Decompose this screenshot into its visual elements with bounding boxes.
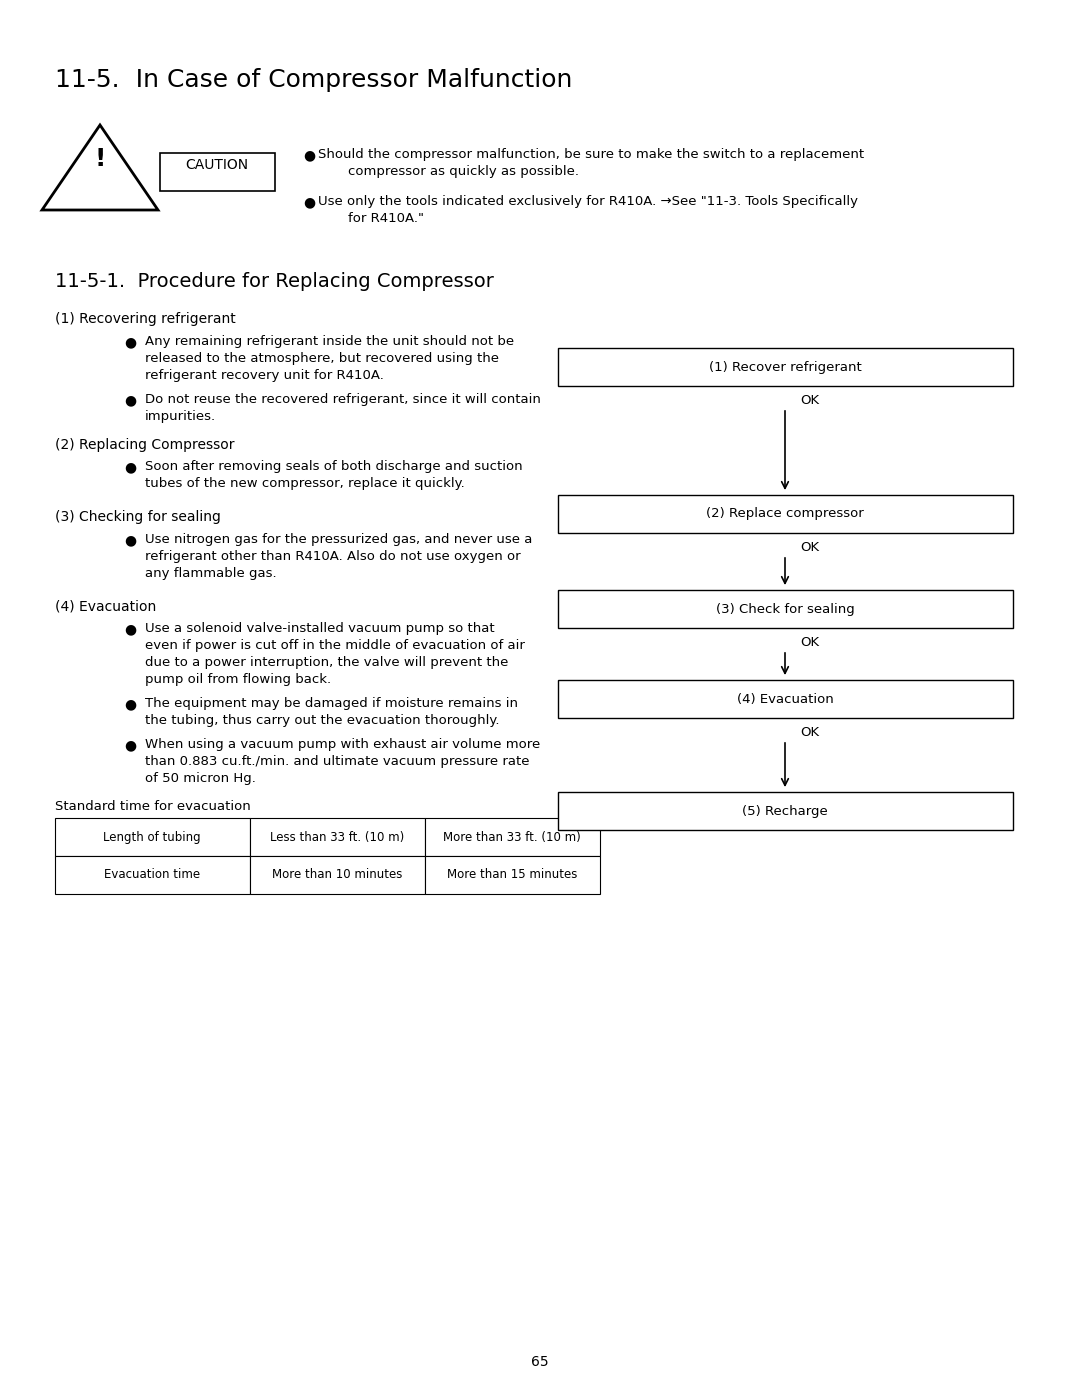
Text: Should the compressor malfunction, be sure to make the switch to a replacement: Should the compressor malfunction, be su… — [318, 148, 864, 161]
Text: of 50 micron Hg.: of 50 micron Hg. — [145, 773, 256, 785]
Text: ●: ● — [124, 697, 136, 711]
Text: than 0.883 cu.ft./min. and ultimate vacuum pressure rate: than 0.883 cu.ft./min. and ultimate vacu… — [145, 754, 529, 768]
Text: Do not reuse the recovered refrigerant, since it will contain: Do not reuse the recovered refrigerant, … — [145, 393, 541, 407]
Text: More than 33 ft. (10 m): More than 33 ft. (10 m) — [443, 830, 581, 844]
Text: (1) Recovering refrigerant: (1) Recovering refrigerant — [55, 312, 235, 326]
Text: (4) Evacuation: (4) Evacuation — [737, 693, 834, 705]
Text: due to a power interruption, the valve will prevent the: due to a power interruption, the valve w… — [145, 657, 509, 669]
Text: (5) Recharge: (5) Recharge — [742, 805, 828, 817]
Text: released to the atmosphere, but recovered using the: released to the atmosphere, but recovere… — [145, 352, 499, 365]
Text: The equipment may be damaged if moisture remains in: The equipment may be damaged if moisture… — [145, 697, 518, 710]
Bar — [558, 590, 1013, 629]
Text: ●: ● — [124, 534, 136, 548]
Text: OK: OK — [800, 394, 819, 407]
Bar — [558, 680, 1013, 718]
Text: Use only the tools indicated exclusively for R410A. →See "11-3. Tools Specifical: Use only the tools indicated exclusively… — [318, 196, 858, 208]
Text: refrigerant recovery unit for R410A.: refrigerant recovery unit for R410A. — [145, 369, 383, 381]
Bar — [558, 792, 1013, 830]
Text: Length of tubing: Length of tubing — [104, 830, 201, 844]
Text: OK: OK — [800, 636, 819, 650]
Bar — [55, 819, 249, 856]
Text: impurities.: impurities. — [145, 409, 216, 423]
Text: for R410A.": for R410A." — [348, 212, 424, 225]
Text: even if power is cut off in the middle of evacuation of air: even if power is cut off in the middle o… — [145, 638, 525, 652]
Text: When using a vacuum pump with exhaust air volume more: When using a vacuum pump with exhaust ai… — [145, 738, 540, 752]
Text: 11-5-1.  Procedure for Replacing Compressor: 11-5-1. Procedure for Replacing Compress… — [55, 272, 494, 291]
Bar — [558, 348, 1013, 386]
Text: any flammable gas.: any flammable gas. — [145, 567, 276, 580]
Text: (3) Check for sealing: (3) Check for sealing — [716, 602, 854, 616]
Bar — [426, 819, 600, 856]
Text: ●: ● — [124, 335, 136, 349]
Text: pump oil from flowing back.: pump oil from flowing back. — [145, 673, 332, 686]
Text: compressor as quickly as possible.: compressor as quickly as possible. — [348, 165, 579, 177]
Text: 11-5.  In Case of Compressor Malfunction: 11-5. In Case of Compressor Malfunction — [55, 68, 572, 92]
Text: More than 15 minutes: More than 15 minutes — [447, 869, 577, 882]
Text: More than 10 minutes: More than 10 minutes — [272, 869, 402, 882]
Bar — [558, 495, 1013, 534]
Bar — [249, 819, 426, 856]
Text: Soon after removing seals of both discharge and suction: Soon after removing seals of both discha… — [145, 460, 523, 474]
Text: ●: ● — [303, 196, 315, 210]
Text: (3) Checking for sealing: (3) Checking for sealing — [55, 510, 221, 524]
Text: the tubing, thus carry out the evacuation thoroughly.: the tubing, thus carry out the evacuatio… — [145, 714, 499, 726]
Text: (4) Evacuation: (4) Evacuation — [55, 599, 157, 615]
Text: ●: ● — [124, 622, 136, 636]
Bar — [160, 154, 275, 191]
Text: Use a solenoid valve-installed vacuum pump so that: Use a solenoid valve-installed vacuum pu… — [145, 622, 495, 636]
Text: ●: ● — [303, 148, 315, 162]
Text: !: ! — [94, 147, 106, 170]
Text: (1) Recover refrigerant: (1) Recover refrigerant — [708, 360, 862, 373]
Text: CAUTION: CAUTION — [186, 158, 248, 172]
Text: OK: OK — [800, 541, 819, 555]
Text: (2) Replace compressor: (2) Replace compressor — [706, 507, 864, 521]
Bar — [55, 856, 249, 894]
Text: Less than 33 ft. (10 m): Less than 33 ft. (10 m) — [270, 830, 404, 844]
Text: (2) Replacing Compressor: (2) Replacing Compressor — [55, 439, 234, 453]
Text: Standard time for evacuation: Standard time for evacuation — [55, 800, 251, 813]
Text: Use nitrogen gas for the pressurized gas, and never use a: Use nitrogen gas for the pressurized gas… — [145, 534, 532, 546]
Text: 65: 65 — [531, 1355, 549, 1369]
Text: ●: ● — [124, 738, 136, 752]
Text: ●: ● — [124, 393, 136, 407]
Text: refrigerant other than R410A. Also do not use oxygen or: refrigerant other than R410A. Also do no… — [145, 550, 521, 563]
Text: ●: ● — [124, 460, 136, 474]
Text: OK: OK — [800, 726, 819, 739]
Text: Evacuation time: Evacuation time — [104, 869, 200, 882]
Text: tubes of the new compressor, replace it quickly.: tubes of the new compressor, replace it … — [145, 476, 464, 490]
Bar — [426, 856, 600, 894]
Text: Any remaining refrigerant inside the unit should not be: Any remaining refrigerant inside the uni… — [145, 335, 514, 348]
Bar — [249, 856, 426, 894]
